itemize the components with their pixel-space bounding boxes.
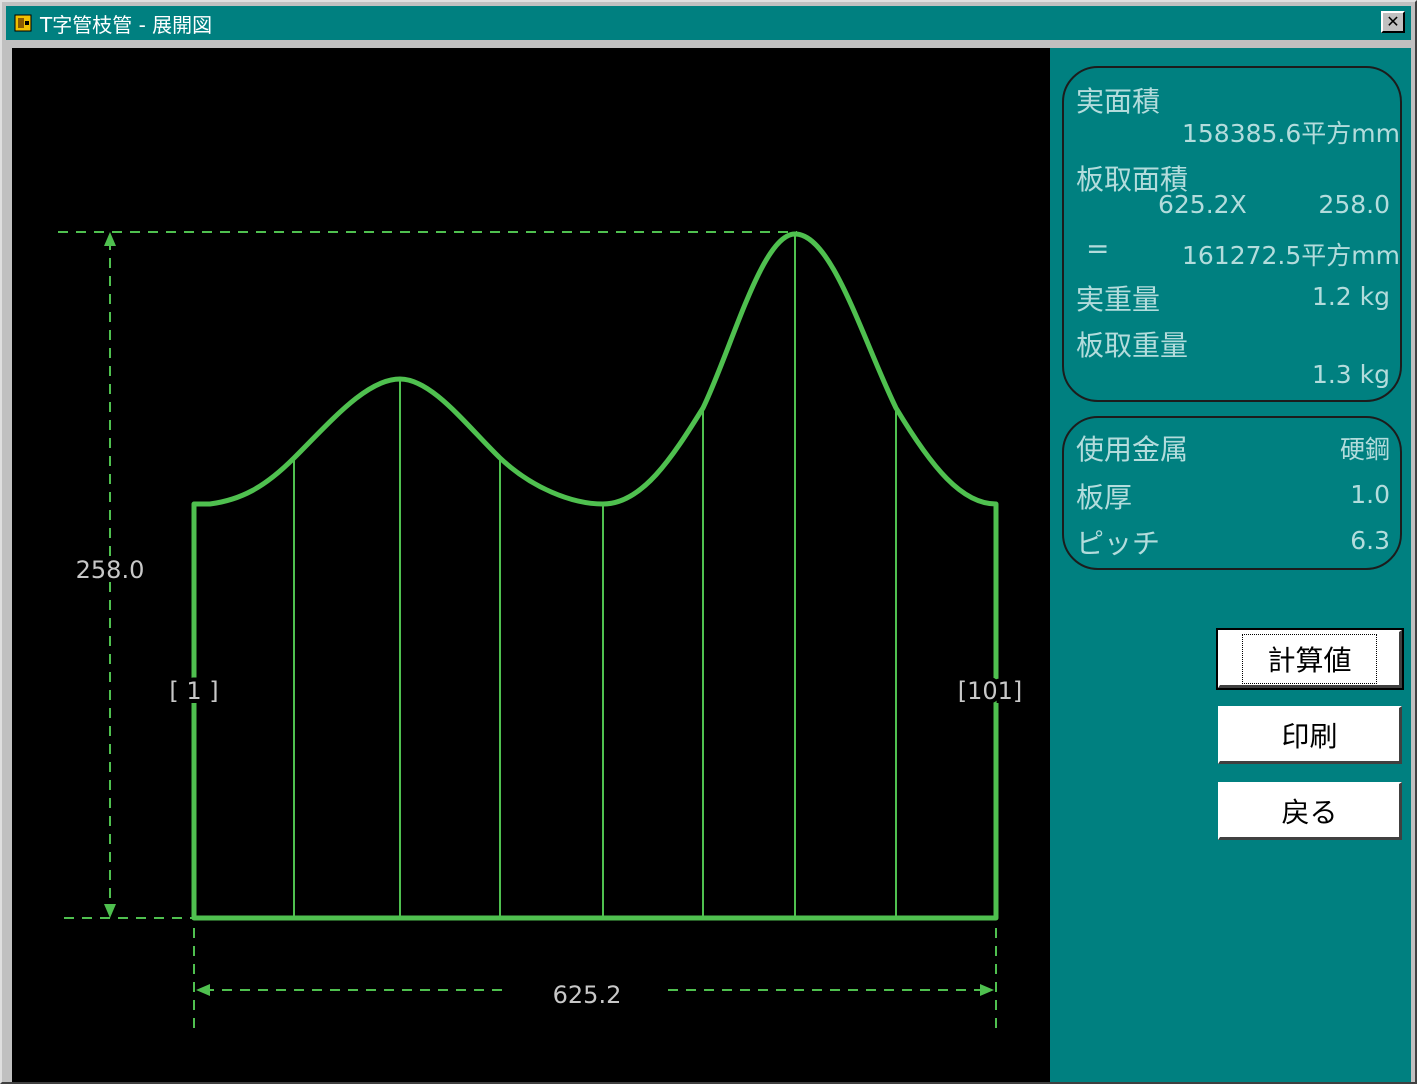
back-button[interactable]: 戻る xyxy=(1218,782,1402,840)
height-arrow-bottom xyxy=(104,904,116,918)
real-weight-value: 1.2 kg xyxy=(1311,282,1390,311)
metal-label: 使用金属 xyxy=(1076,433,1189,466)
area-weight-panel: 実面積 158385.6平方mm 板取面積 625.2X 258.0 = 161… xyxy=(1062,66,1402,402)
material-panel: 使用金属 硬鋼 板厚 1.0 ピッチ 6.3 xyxy=(1062,416,1402,570)
right-edge-label: [101] xyxy=(958,677,1023,705)
drawing-canvas: 258.0 625.2 [ 1 ] [101] xyxy=(12,48,1050,1082)
width-arrow-left xyxy=(196,984,210,996)
calc-button-label: 計算値 xyxy=(1242,633,1377,684)
pitch-label: ピッチ xyxy=(1076,527,1161,560)
development-outline xyxy=(191,231,999,921)
title-bar[interactable]: T字管枝管 - 展開図 ✕ xyxy=(6,6,1411,40)
pitch-value: 6.3 xyxy=(1350,526,1390,555)
left-edge-label: [ 1 ] xyxy=(169,677,218,705)
close-icon: ✕ xyxy=(1386,12,1400,31)
real-area-label: 実面積 xyxy=(1076,85,1161,118)
print-button[interactable]: 印刷 xyxy=(1218,706,1402,764)
plate-weight-label: 板取重量 xyxy=(1076,329,1189,362)
equals-sign: = xyxy=(1086,232,1110,265)
info-sidebar: 実面積 158385.6平方mm 板取面積 625.2X 258.0 = 161… xyxy=(1050,48,1411,1082)
thickness-label: 板厚 xyxy=(1076,481,1133,514)
window-title: T字管枝管 - 展開図 xyxy=(40,12,213,37)
real-area-value: 158385.6平方mm xyxy=(1182,119,1400,148)
plate-width-value: 625.2X xyxy=(1158,190,1247,219)
back-button-label: 戻る xyxy=(1281,795,1338,829)
calculated-values-button[interactable]: 計算値 xyxy=(1216,628,1404,690)
height-arrow-top xyxy=(104,232,116,246)
close-button[interactable]: ✕ xyxy=(1381,11,1405,33)
width-dimension-text: 625.2 xyxy=(553,981,622,1009)
app-icon xyxy=(12,12,34,34)
plate-weight-value: 1.3 kg xyxy=(1311,360,1390,389)
height-dimension-text: 258.0 xyxy=(76,556,145,584)
thickness-value: 1.0 xyxy=(1350,480,1390,509)
plate-area-label: 板取面積 xyxy=(1076,163,1189,196)
print-button-label: 印刷 xyxy=(1281,719,1338,753)
real-weight-label: 実重量 xyxy=(1076,283,1161,316)
plate-area-value: 161272.5平方mm xyxy=(1182,241,1400,270)
width-arrow-right xyxy=(980,984,994,996)
development-drawing: 258.0 625.2 [ 1 ] [101] xyxy=(58,231,1026,1028)
plate-height-value: 258.0 xyxy=(1318,190,1390,219)
metal-value: 硬鋼 xyxy=(1339,435,1390,464)
